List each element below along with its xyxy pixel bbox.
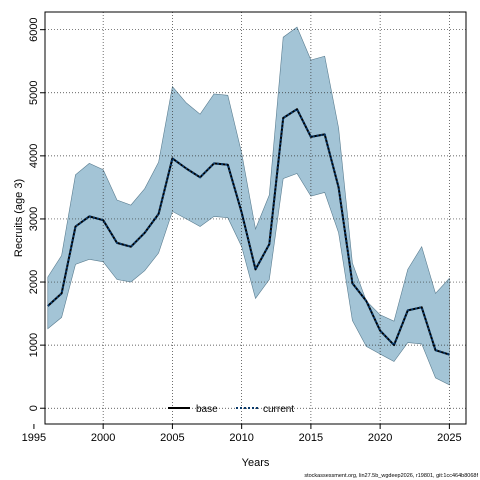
- x-axis: 1995 2000 2005 2010 2015 2020 2025: [22, 424, 462, 444]
- series-current-line: [47, 108, 450, 356]
- x-tick-label-2020: 2020: [368, 432, 392, 444]
- y-tick-label-5000: 5000: [28, 81, 40, 105]
- plot-frame: [44, 11, 467, 425]
- x-axis-title: Years: [242, 457, 270, 469]
- x-tick-label-2005: 2005: [160, 432, 184, 444]
- legend-current-label: current: [263, 404, 294, 415]
- grid-layer: [45, 12, 466, 424]
- legend: base current: [168, 404, 294, 415]
- x-tick-label-1995: 1995: [22, 432, 46, 444]
- y-tick-label-1000: 1000: [28, 333, 40, 357]
- y-tick-label-0: 0: [28, 405, 40, 411]
- x-tick-label-2000: 2000: [91, 432, 115, 444]
- confidence-band: [47, 26, 450, 386]
- x-tick-label-2025: 2025: [437, 432, 461, 444]
- x-tick-label-2015: 2015: [299, 432, 323, 444]
- y-tick-label-3000: 3000: [28, 207, 40, 231]
- y-tick-label-4000: 4000: [28, 144, 40, 168]
- x-tick-label-2010: 2010: [229, 432, 253, 444]
- footer-credit: stockassessment.org, lin27.5b_wgdeep2026…: [304, 473, 478, 479]
- y-tick-label-2000: 2000: [28, 270, 40, 294]
- series-layer: [47, 108, 450, 356]
- confidence-interval-layer: [47, 26, 450, 386]
- y-axis-title: Recruits (age 3): [13, 179, 25, 257]
- legend-base-label: base: [196, 404, 218, 415]
- y-axis: 0 1000 2000 3000 4000 5000 6000: [28, 17, 45, 411]
- y-tick-label-6000: 6000: [28, 17, 40, 41]
